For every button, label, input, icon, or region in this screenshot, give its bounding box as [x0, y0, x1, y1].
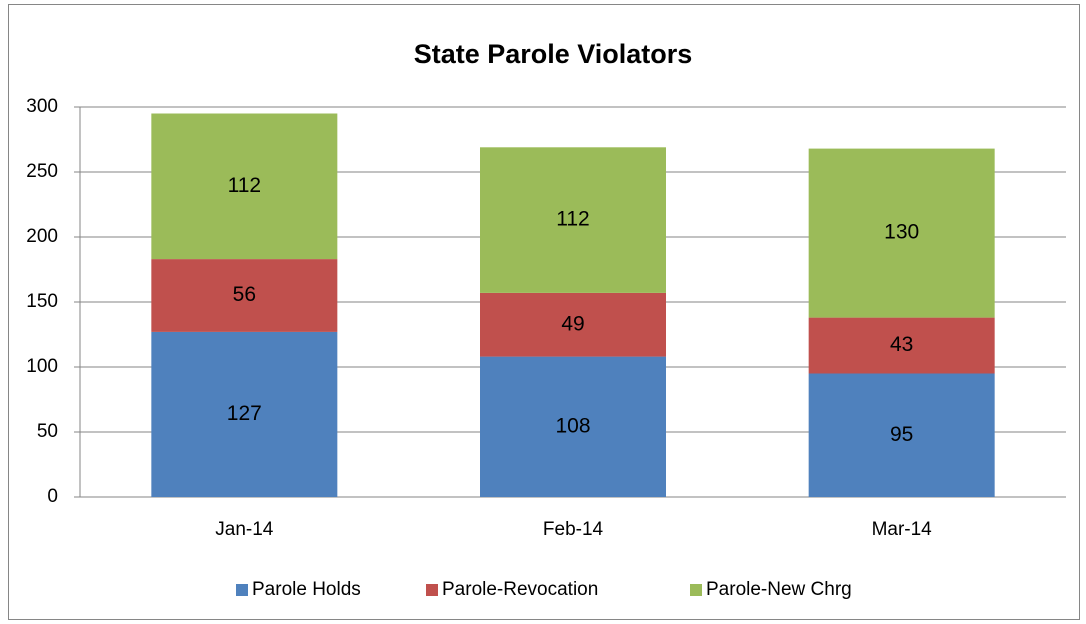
bar-segment — [480, 292, 666, 357]
data-label: 95 — [890, 423, 913, 446]
legend-swatch — [690, 584, 702, 596]
bar-segment — [480, 147, 666, 293]
data-label: 49 — [561, 312, 584, 335]
data-label: 43 — [890, 333, 913, 356]
data-label: 112 — [228, 174, 261, 197]
data-label: 108 — [555, 414, 590, 437]
y-tick-label: 250 — [26, 161, 58, 182]
legend-label: Parole-Revocation — [442, 579, 598, 600]
bar-segment — [151, 331, 338, 497]
chart-title: State Parole Violators — [414, 39, 693, 69]
data-label: 130 — [884, 221, 919, 244]
bar-segment — [480, 356, 666, 497]
y-tick-label: 300 — [26, 96, 58, 117]
y-tick-label: 50 — [37, 421, 58, 442]
data-label: 112 — [556, 208, 589, 231]
x-tick-label: Mar-14 — [872, 519, 933, 540]
x-tick-label: Jan-14 — [215, 519, 274, 540]
y-tick-label: 200 — [26, 226, 58, 247]
legend-label: Parole-New Chrg — [706, 579, 852, 600]
legend-label: Parole Holds — [252, 579, 361, 600]
y-tick-label: 150 — [26, 291, 58, 312]
legend-swatch — [236, 584, 248, 596]
x-tick-label: Feb-14 — [543, 519, 604, 540]
bar-segment — [808, 317, 995, 374]
y-tick-label: 100 — [26, 356, 58, 377]
data-label: 127 — [227, 402, 262, 425]
bar-segment — [151, 259, 338, 332]
y-tick-label: 0 — [47, 486, 58, 507]
bar-segment — [808, 148, 995, 318]
bar-segment — [808, 373, 995, 497]
bar-segment — [151, 113, 338, 260]
data-label: 56 — [233, 283, 256, 306]
legend-swatch — [426, 584, 438, 596]
